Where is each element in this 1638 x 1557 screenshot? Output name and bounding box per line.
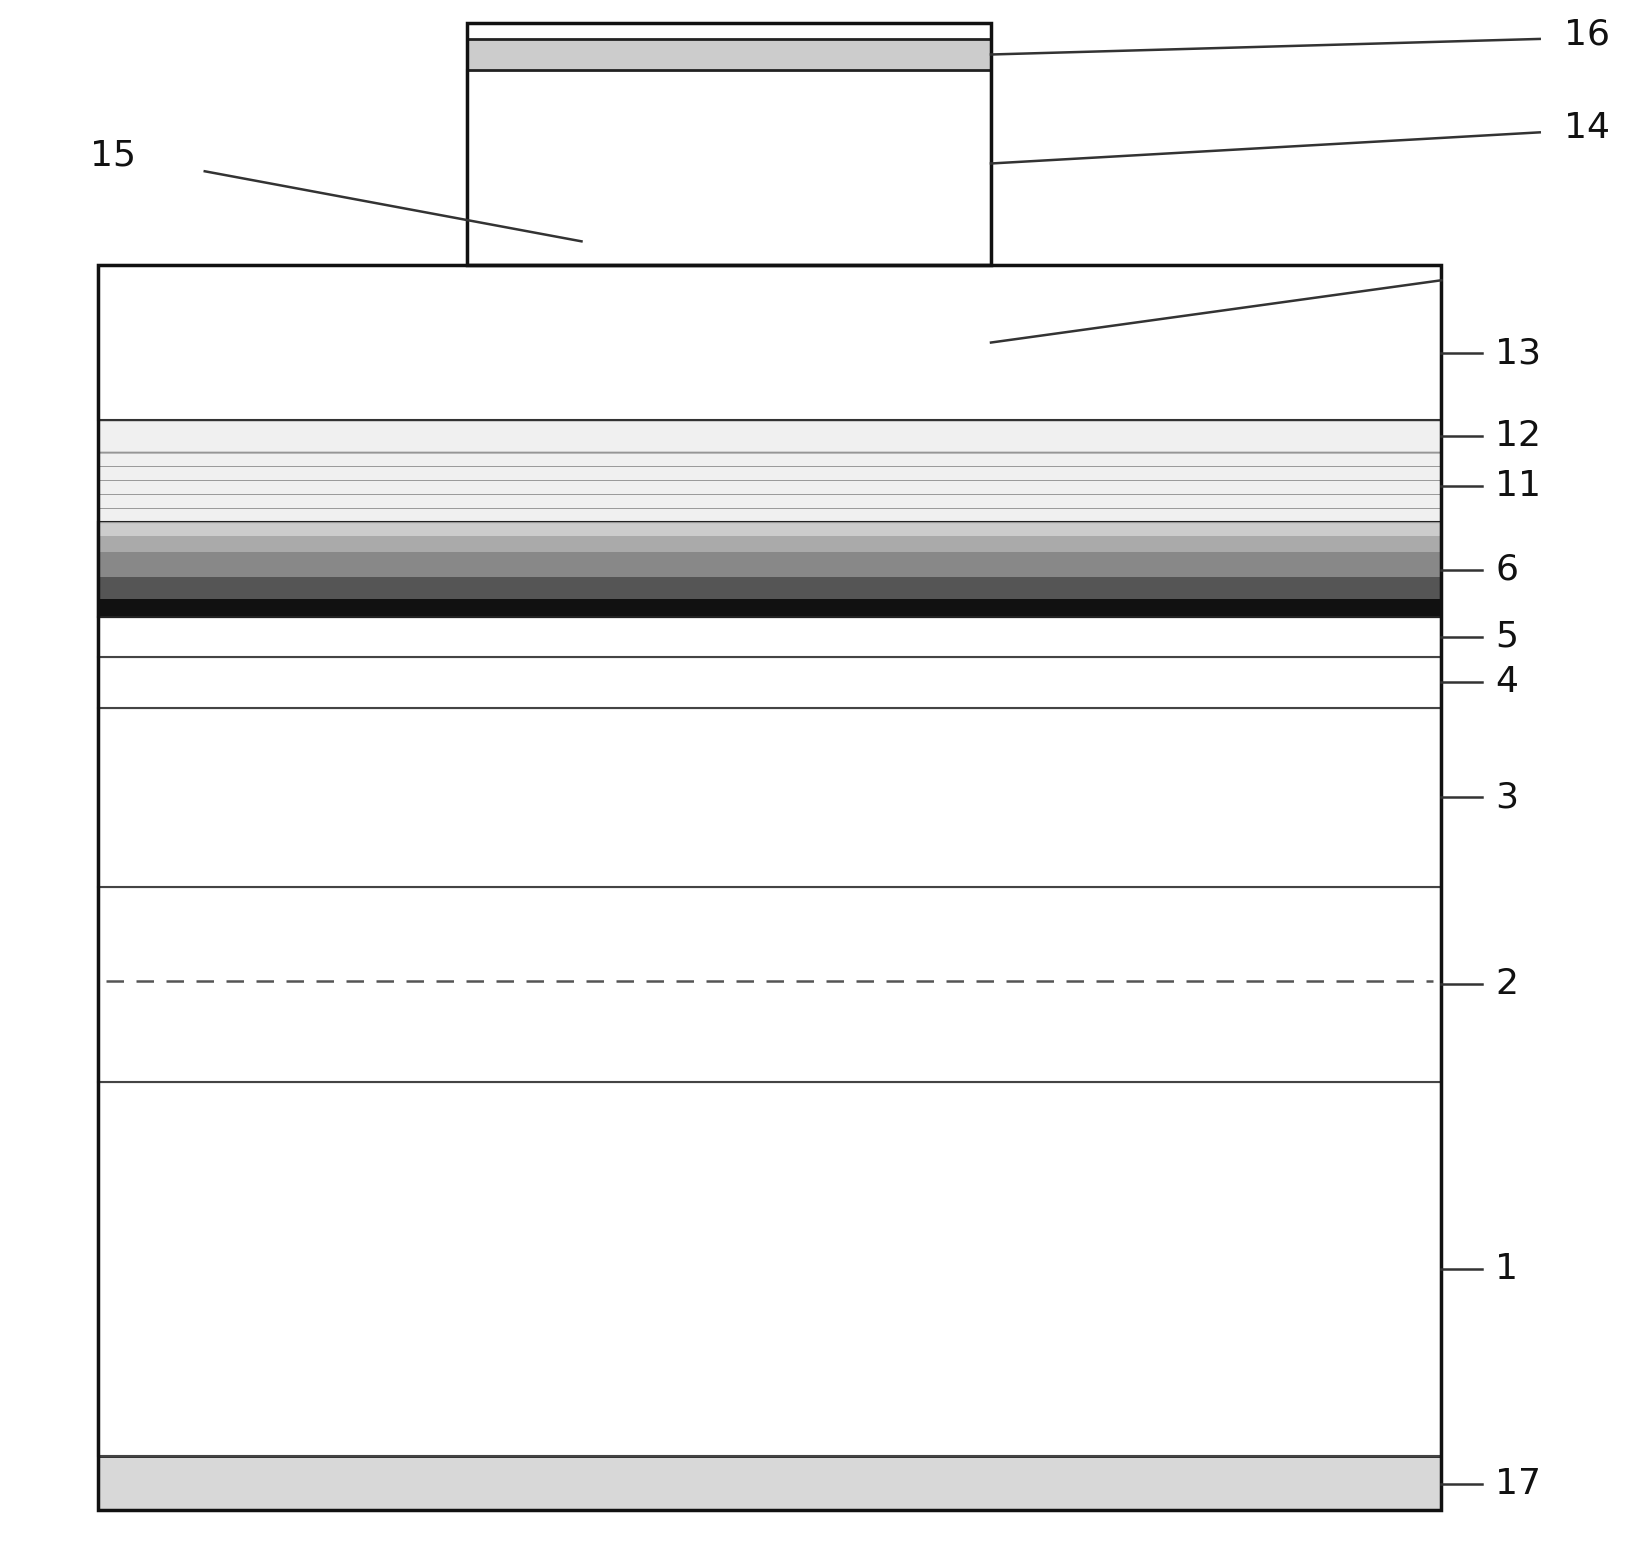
Text: 16: 16 (1564, 17, 1610, 51)
Text: 12: 12 (1495, 419, 1541, 453)
Bar (467, 23, 991, 265)
Bar (98, 265, 1441, 1510)
Text: 14: 14 (1564, 111, 1610, 145)
Bar (98, 522, 1441, 617)
Text: 4: 4 (1495, 665, 1518, 699)
Bar (98, 617, 1441, 657)
Bar (98, 576, 1441, 599)
Text: 2: 2 (1495, 967, 1518, 1001)
Bar (98, 708, 1441, 887)
Text: 17: 17 (1495, 1467, 1541, 1501)
Text: 13: 13 (1495, 336, 1541, 371)
Text: 1: 1 (1495, 1252, 1518, 1286)
Bar (98, 452, 1441, 522)
Text: 5: 5 (1495, 620, 1518, 654)
Bar (98, 887, 1441, 1082)
Bar (98, 1082, 1441, 1456)
Text: 15: 15 (90, 139, 136, 173)
Bar (98, 522, 1441, 617)
Bar (98, 265, 1441, 420)
Bar (98, 536, 1441, 553)
Bar (467, 39, 991, 70)
Text: 3: 3 (1495, 780, 1518, 814)
Text: 6: 6 (1495, 553, 1518, 587)
Bar (98, 657, 1441, 708)
Text: 11: 11 (1495, 469, 1541, 503)
Bar (98, 522, 1441, 536)
Bar (98, 420, 1441, 452)
Bar (98, 1456, 1441, 1510)
Bar (98, 553, 1441, 576)
Bar (467, 70, 991, 265)
Bar (98, 599, 1441, 617)
